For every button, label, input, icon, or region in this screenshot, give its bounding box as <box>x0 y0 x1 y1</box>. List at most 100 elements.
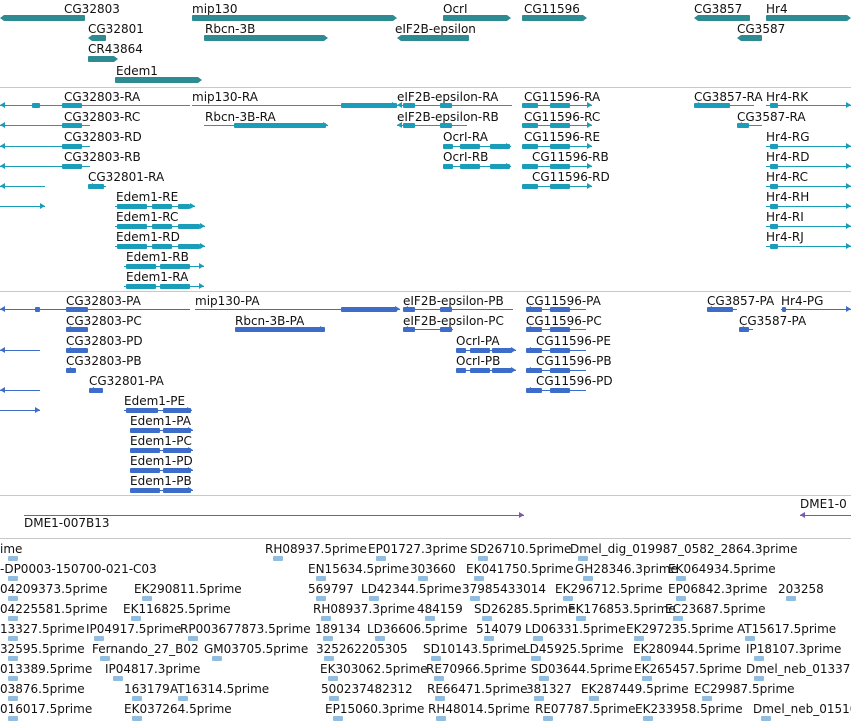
est-feature <box>324 656 334 661</box>
transcript-label: eIF2B-epsilon-RB <box>397 110 499 124</box>
est-label: RP003677873.5prime <box>180 622 311 636</box>
est-feature <box>583 576 593 581</box>
feature-exon <box>694 103 730 108</box>
protein-label: CG32803-PD <box>66 334 143 348</box>
est-feature <box>8 696 18 701</box>
protein-label: CG3587-PA <box>739 314 807 328</box>
est-label: EP06842.3prime <box>668 582 768 596</box>
est-label: Dmel_neb_01337 <box>746 662 851 676</box>
est-label: 325262205305 <box>316 642 408 656</box>
est-feature <box>534 696 544 701</box>
gene-label: Edem1 <box>116 64 158 78</box>
est-label: EK233958.5prime <box>635 702 743 716</box>
gene-label: CG32801 <box>88 22 144 36</box>
feature-exon <box>88 184 104 189</box>
feature-exon <box>440 307 452 312</box>
est-feature <box>273 556 283 561</box>
protein-label: Edem1-PA <box>130 414 191 428</box>
feature-exon <box>526 348 542 353</box>
est-label: 03876.5prime <box>0 682 85 696</box>
feature-exon <box>770 244 778 249</box>
feature-exon <box>152 224 172 229</box>
transcript-label: Edem1-RA <box>126 270 189 284</box>
feature-exon <box>770 103 778 108</box>
protein-label: CG11596-PD <box>536 374 613 388</box>
track-separator <box>0 87 851 88</box>
est-label: 04209373.5prime <box>0 582 108 596</box>
est-label: 381327 <box>526 682 572 696</box>
est-feature <box>321 616 331 621</box>
feature-exon <box>178 224 200 229</box>
feature-exon <box>550 164 570 169</box>
feature-exon <box>522 144 538 149</box>
feature-intron-line <box>766 166 851 167</box>
feature-intron-line <box>766 206 851 207</box>
feature-exon <box>550 348 570 353</box>
est-feature <box>676 596 686 601</box>
feature-exon <box>130 488 160 493</box>
est-feature <box>745 636 755 641</box>
est-feature <box>470 596 480 601</box>
est-label: EK287449.5prime <box>581 682 689 696</box>
strand-arrow <box>511 347 516 353</box>
feature-exon <box>456 368 466 373</box>
gene-feature <box>192 15 397 21</box>
feature-exon <box>470 368 490 373</box>
est-label: SD26710.5prime <box>470 542 572 556</box>
protein-label: Edem1-PB <box>130 474 192 488</box>
gene-label: eIF2B-epsilon <box>395 22 476 36</box>
strand-arrow <box>0 122 5 128</box>
feature-exon <box>117 204 147 209</box>
feature-exon <box>235 327 325 332</box>
protein-label: CG3857-PA <box>707 294 775 308</box>
strand-arrow <box>397 122 402 128</box>
est-feature <box>676 576 686 581</box>
gene-label: CG11596 <box>524 2 580 16</box>
est-feature <box>673 616 683 621</box>
strand-arrow <box>846 102 851 108</box>
est-label: 569797 <box>308 582 354 596</box>
est-label: SD26285.5prime <box>474 602 576 616</box>
feature-intron-line <box>0 146 90 147</box>
transcript-label: CG11596-RE <box>524 130 601 144</box>
est-label: RH08937.5prime <box>265 542 367 556</box>
est-feature <box>589 696 599 701</box>
feature-exon <box>526 327 542 332</box>
est-feature <box>643 716 653 721</box>
gene-label: OcrI <box>443 2 468 16</box>
transcript-label: Rbcn-3B-RA <box>205 110 276 124</box>
strand-arrow <box>519 512 524 518</box>
est-label: 04225581.5prime <box>0 602 108 616</box>
est-label: Dmel_neb_01510 <box>753 702 851 716</box>
feature-exon <box>550 327 570 332</box>
feature-exon <box>126 408 158 413</box>
est-label: 013389.5prime <box>0 662 93 676</box>
est-feature <box>142 596 152 601</box>
est-label: 189134 <box>315 622 361 636</box>
est-label: 163179 <box>124 682 170 696</box>
feature-exon <box>443 144 453 149</box>
gene-feature <box>694 15 750 21</box>
feature-exon <box>550 184 570 189</box>
protein-label: CG32801-PA <box>89 374 164 388</box>
strand-arrow <box>0 183 5 189</box>
feature-exon <box>739 327 749 332</box>
feature-intron-line <box>766 146 851 147</box>
est-label: IP18107.3prime <box>746 642 842 656</box>
transcript-label: CG32801-RA <box>88 170 165 184</box>
transcript-label: CG11596-RA <box>524 90 601 104</box>
protein-label: CG32803-PB <box>66 354 142 368</box>
est-feature <box>425 616 435 621</box>
strand-arrow <box>0 102 5 108</box>
feature-exon <box>403 103 415 108</box>
est-label: 514079 <box>476 622 522 636</box>
est-feature <box>329 696 339 701</box>
strand-arrow <box>846 306 851 312</box>
transcript-label: Edem1-RB <box>126 250 189 264</box>
feature-intron-line <box>0 410 40 411</box>
transcript-label: CG32803-RA <box>64 90 141 104</box>
est-feature <box>754 676 764 681</box>
est-feature <box>8 556 18 561</box>
feature-intron-line <box>130 490 193 491</box>
est-label: EK176853.5prime <box>568 602 676 616</box>
